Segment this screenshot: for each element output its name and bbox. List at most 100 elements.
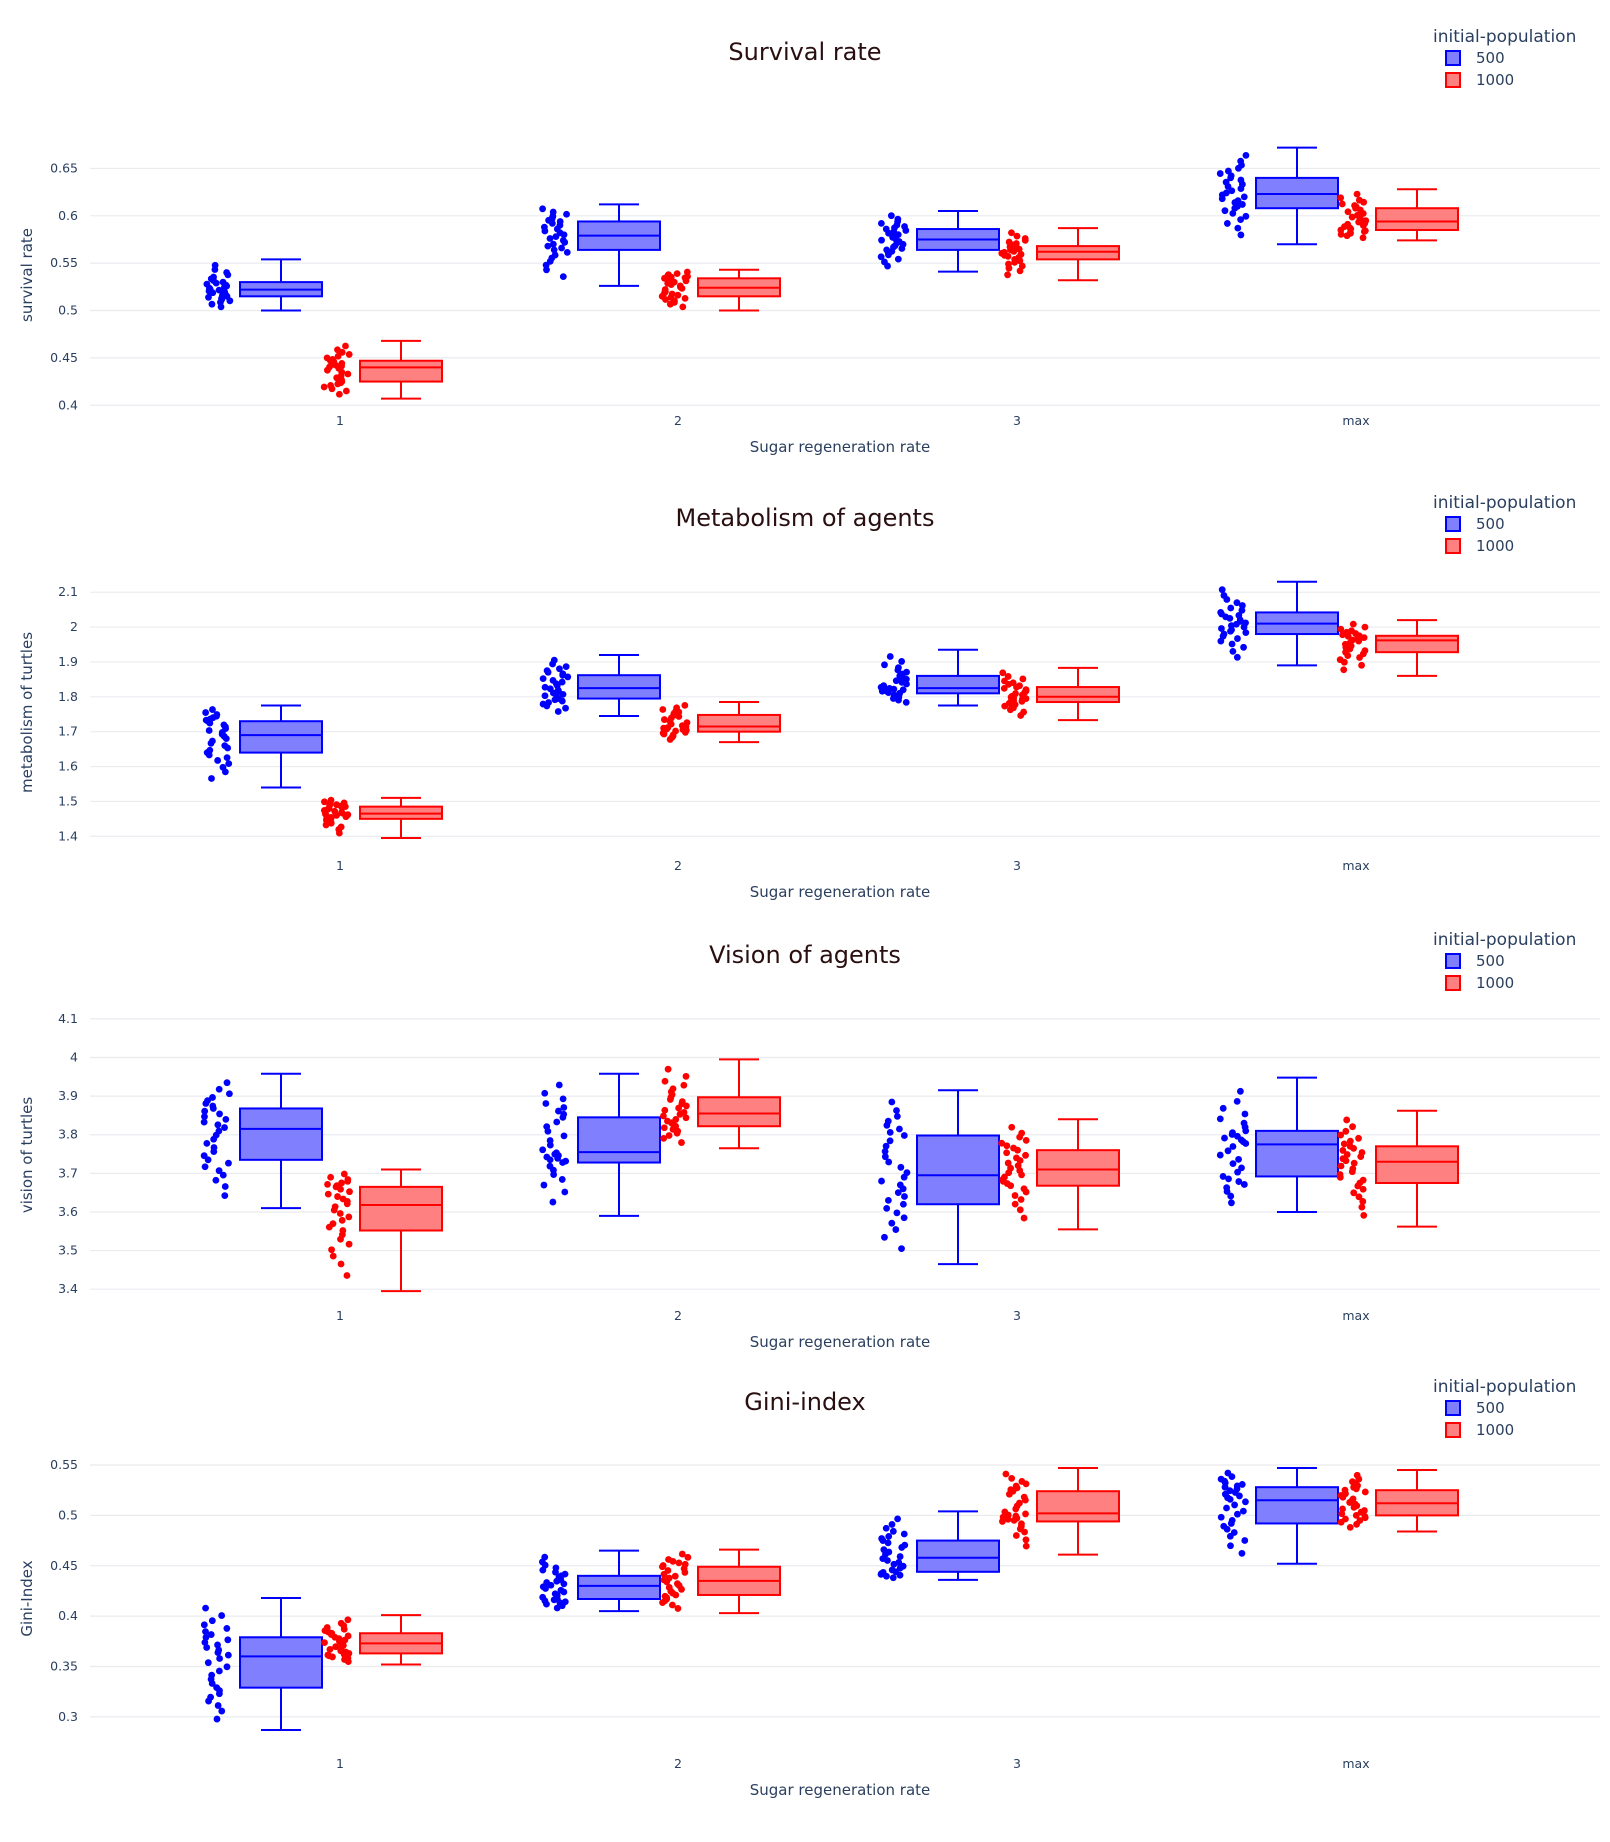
jitter-points-500-max [1217, 586, 1250, 661]
jitter-points-1000-3 [998, 1123, 1030, 1222]
data-point [659, 706, 667, 713]
data-point [1020, 1493, 1028, 1501]
data-point [203, 1139, 211, 1147]
y-axis-title: vision of turtles [18, 1097, 36, 1214]
data-point [1349, 1165, 1357, 1173]
data-point [1022, 1510, 1029, 1518]
data-point [207, 1693, 214, 1701]
data-point [558, 244, 565, 252]
legend-label[interactable]: 500 [1476, 1399, 1505, 1417]
legend: initial-population 500 1000 [1433, 1377, 1576, 1439]
data-point [1336, 656, 1344, 664]
data-point [553, 1118, 561, 1126]
data-point [998, 1139, 1006, 1147]
legend-swatch-500[interactable] [1445, 953, 1461, 969]
data-point [539, 1146, 547, 1154]
data-point [337, 823, 345, 831]
data-point [678, 1139, 685, 1146]
data-point [679, 303, 687, 311]
data-point [886, 1137, 894, 1145]
legend-swatch-500[interactable] [1445, 50, 1461, 66]
box-500-3 [916, 210, 1000, 273]
data-point [1358, 1203, 1366, 1211]
legend-label[interactable]: 500 [1476, 952, 1505, 970]
data-point [1351, 202, 1358, 209]
data-point [205, 727, 213, 734]
data-point [668, 1601, 676, 1609]
legend-swatch-1000[interactable] [1445, 538, 1461, 554]
data-point [1016, 1206, 1024, 1214]
legend-swatch-500[interactable] [1445, 1400, 1461, 1416]
data-point [1222, 189, 1230, 197]
jitter-points-500-1 [200, 1604, 232, 1723]
y-axis-title: metabolism of turtles [18, 632, 36, 793]
data-point [209, 1094, 216, 1101]
data-point [903, 668, 910, 676]
data-point [900, 1214, 908, 1222]
data-point [546, 1137, 554, 1144]
data-point [680, 1081, 688, 1089]
data-point [553, 1604, 561, 1612]
data-point [678, 1550, 686, 1558]
legend-swatch-1000[interactable] [1445, 975, 1461, 991]
y-tick-label: 2.1 [58, 584, 78, 599]
data-point [1005, 238, 1013, 246]
data-point [556, 665, 563, 673]
legend-label[interactable]: 500 [1476, 49, 1505, 67]
y-tick-label: 3.4 [58, 1281, 78, 1296]
data-point [345, 351, 353, 358]
data-point [899, 1562, 907, 1570]
data-point [681, 1560, 689, 1568]
legend-title: initial-population [1433, 493, 1576, 513]
data-point [894, 1515, 902, 1523]
data-point [543, 667, 551, 675]
x-tick-label: 2 [674, 1308, 682, 1323]
legend-swatch-1000[interactable] [1445, 1422, 1461, 1438]
data-point [1337, 1162, 1345, 1170]
data-point [898, 1245, 905, 1253]
data-point [682, 1114, 690, 1122]
data-point [202, 1628, 209, 1636]
jitter-points-1000-1 [324, 1170, 353, 1279]
data-point [1349, 1478, 1356, 1486]
data-point [673, 270, 681, 278]
data-point [550, 246, 558, 254]
legend-swatch-1000[interactable] [1445, 72, 1461, 88]
x-tick-label: 1 [336, 1756, 344, 1771]
data-point [221, 1192, 229, 1200]
data-point [885, 1158, 893, 1166]
box-500-3 [916, 1089, 1000, 1266]
box-500-2 [577, 1072, 661, 1217]
data-point [204, 1659, 212, 1667]
legend-title: initial-population [1433, 930, 1576, 950]
legend-label[interactable]: 1000 [1476, 1421, 1514, 1439]
data-point [331, 1203, 339, 1211]
data-point [1233, 653, 1241, 661]
data-point [1004, 1159, 1012, 1167]
data-point [211, 261, 219, 269]
data-point [559, 237, 567, 244]
data-point [1017, 1196, 1025, 1203]
box-1000-1 [359, 1614, 443, 1666]
data-point [1241, 1537, 1249, 1544]
data-point [546, 685, 554, 693]
data-point [215, 286, 223, 294]
jitter-points-500-1 [202, 706, 233, 782]
y-tick-label: 1.6 [58, 759, 78, 774]
data-point [1018, 1478, 1026, 1485]
y-tick-label: 3.5 [58, 1243, 78, 1258]
legend-label[interactable]: 500 [1476, 515, 1505, 533]
legend-label[interactable]: 1000 [1476, 71, 1514, 89]
legend-swatch-500[interactable] [1445, 516, 1461, 532]
data-point [894, 1189, 902, 1197]
data-point [558, 678, 566, 686]
legend-label[interactable]: 1000 [1476, 974, 1514, 992]
data-point [884, 1117, 892, 1125]
data-point [1231, 1501, 1238, 1509]
jitter-points-1000-1 [320, 342, 353, 398]
legend-label[interactable]: 1000 [1476, 537, 1514, 555]
data-point [1338, 200, 1346, 208]
data-point [1220, 592, 1228, 599]
data-point [897, 1163, 905, 1171]
data-point [1237, 1087, 1244, 1095]
